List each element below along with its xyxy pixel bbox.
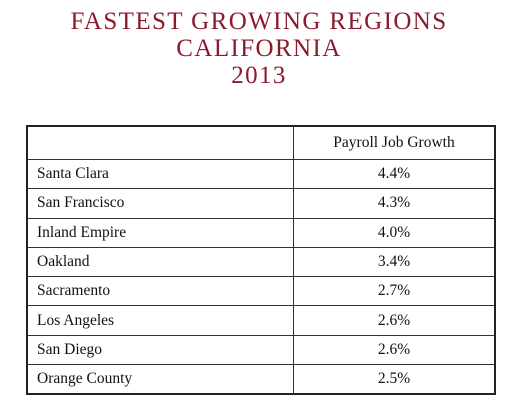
region-name-cell: Santa Clara (26, 158, 294, 190)
title-line-2: CALIFORNIA (176, 35, 342, 62)
table-row: Sacramento 2.7% (26, 276, 496, 307)
payroll-growth-value-cell: 2.6% (293, 334, 496, 366)
table-row: Los Angeles 2.6% (26, 305, 496, 336)
column-header-payroll-job-growth: Payroll Job Growth (293, 125, 496, 160)
column-header-region (26, 125, 294, 160)
table-row: San Diego 2.6% (26, 334, 496, 366)
title-line-3: 2013 (231, 62, 287, 89)
payroll-growth-value-cell: 2.6% (293, 305, 496, 336)
table-header-row: Payroll Job Growth (26, 125, 496, 160)
table-row: Oakland 3.4% (26, 246, 496, 278)
region-name-cell: Orange County (26, 364, 294, 395)
table-row: Inland Empire 4.0% (26, 217, 496, 248)
title-line-1: FASTEST GROWING REGIONS (70, 8, 448, 35)
payroll-growth-value-cell: 2.7% (293, 276, 496, 307)
table-row: Orange County 2.5% (26, 364, 496, 395)
payroll-growth-value-cell: 4.4% (293, 158, 496, 190)
payroll-growth-value-cell: 2.5% (293, 364, 496, 395)
growth-table: Payroll Job Growth Santa Clara 4.4% San Fr… (26, 125, 496, 396)
table-body: Santa Clara 4.4% San Francisco 4.3% Inland E… (26, 158, 496, 395)
table-row: Santa Clara 4.4% (26, 158, 496, 190)
region-name-cell: Los Angeles (26, 305, 294, 336)
payroll-growth-value-cell: 4.0% (293, 217, 496, 248)
region-name-cell: San Francisco (26, 188, 294, 219)
payroll-growth-value-cell: 4.3% (293, 188, 496, 219)
region-name-cell: Oakland (26, 246, 294, 278)
region-name-cell: San Diego (26, 334, 294, 366)
region-name-cell: Inland Empire (26, 217, 294, 248)
region-name-cell: Sacramento (26, 276, 294, 307)
table-row: San Francisco 4.3% (26, 188, 496, 219)
payroll-growth-value-cell: 3.4% (293, 246, 496, 278)
chart-title: FASTEST GROWING REGIONS CALIFORNIA 2013 (0, 8, 518, 89)
